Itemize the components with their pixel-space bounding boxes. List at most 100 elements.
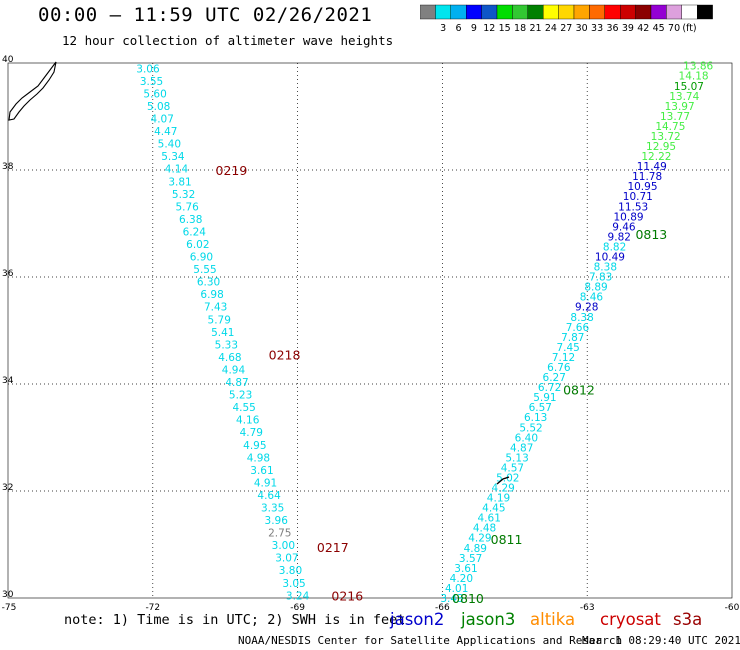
east-swh-label: 5.02 (496, 472, 519, 484)
coastline (8, 61, 57, 121)
legend-label: 33 (591, 23, 603, 34)
west-swh-label: 3.05 (282, 578, 305, 590)
east-swh-label: 9.82 (608, 231, 631, 243)
legend-label: 42 (637, 23, 649, 34)
y-tick-label: 38 (2, 162, 14, 172)
chart-subtitle: 12 hour collection of altimeter wave hei… (62, 33, 394, 48)
west-swh-label: 3.06 (136, 63, 160, 75)
east-swh-label: 6.27 (543, 372, 566, 384)
west-swh-label: 3.81 (168, 176, 191, 188)
mission-label-s3a: s3a (673, 610, 703, 629)
y-tick-label: 36 (2, 269, 14, 279)
legend-label: 24 (545, 23, 557, 34)
mission-label-jason3: jason3 (461, 610, 516, 629)
legend-label: 12 (483, 23, 495, 34)
chart-title: 00:00 – 11:59 UTC 02/26/2021 (38, 4, 373, 26)
east-swh-label: 4.48 (473, 523, 496, 535)
x-tick-label: -66 (435, 603, 450, 613)
legend-label: 9 (471, 23, 477, 34)
color-legend: 3 6 9 12 15 18 21 24 27 30 33 36 39 42 45 70 (ft) (420, 4, 713, 34)
west-time-label: 0219 (216, 163, 248, 178)
west-swh-label: 5.23 (229, 390, 252, 402)
east-swh-label: 13.72 (651, 131, 681, 143)
y-tick-label: 30 (2, 590, 14, 600)
east-time-label: 0810 (452, 591, 484, 606)
west-swh-label: 6.90 (190, 252, 213, 264)
west-swh-label: 5.60 (143, 88, 166, 100)
east-swh-label: 11.49 (637, 161, 667, 173)
west-swh-label: 6.24 (183, 226, 207, 238)
x-tick-label: -72 (145, 603, 160, 613)
legend-swatch (666, 4, 682, 20)
west-swh-label: 6.02 (186, 239, 209, 251)
east-swh-label: 10.89 (614, 211, 644, 223)
west-swh-label: 5.79 (208, 314, 231, 326)
west-swh-label: 3.96 (265, 515, 289, 527)
west-swh-label: 7.43 (204, 302, 227, 314)
west-time-label: 0216 (331, 588, 363, 603)
east-swh-label: 8.82 (603, 241, 626, 253)
west-swh-label: 5.41 (211, 327, 234, 339)
east-swh-label: 6.72 (538, 382, 561, 394)
west-swh-label: 4.94 (222, 364, 246, 376)
east-swh-label: 6.13 (524, 412, 547, 424)
east-swh-label: 7.45 (556, 342, 579, 354)
legend-swatch (450, 4, 467, 20)
legend-swatch (558, 4, 575, 20)
east-swh-label: 4.89 (464, 543, 487, 555)
east-swh-label: 7.66 (566, 322, 590, 334)
east-swh-label: 12.95 (646, 141, 676, 153)
west-swh-label: 3.61 (250, 465, 273, 477)
legend-label: 70 (668, 23, 680, 34)
legend-label: 45 (653, 23, 665, 34)
mission-label-altika: altika (530, 610, 576, 629)
east-swh-label: 8.89 (584, 282, 607, 294)
east-swh-label: 8.38 (594, 262, 617, 274)
west-swh-label: 4.07 (151, 114, 174, 126)
east-swh-label: 10.95 (627, 181, 657, 193)
east-swh-label: 5.91 (533, 392, 556, 404)
east-swh-label: 9.28 (575, 302, 598, 314)
legend-label: 6 (455, 23, 461, 34)
east-swh-label: 4.57 (501, 462, 524, 474)
east-time-label: 0812 (563, 382, 595, 397)
east-swh-label: 3.57 (459, 553, 482, 565)
east-swh-label: 9.46 (612, 221, 636, 233)
east-swh-label: 7.12 (552, 352, 575, 364)
legend-label: (ft) (682, 23, 696, 34)
west-swh-label: 4.95 (243, 440, 266, 452)
x-tick-label: -69 (290, 603, 305, 613)
legend-label: 30 (576, 23, 588, 34)
west-swh-label: 4.98 (247, 452, 270, 464)
east-swh-label: 6.40 (515, 432, 538, 444)
east-swh-label: 13.86 (683, 61, 713, 73)
legend-label: 18 (514, 23, 526, 34)
legend-swatch (481, 4, 498, 20)
y-tick-label: 32 (2, 483, 13, 493)
east-swh-label: 13.97 (665, 101, 695, 113)
west-swh-label: 5.76 (175, 201, 199, 213)
x-tick-label: -63 (580, 603, 595, 613)
west-swh-label: 5.32 (172, 189, 195, 201)
east-time-label: 0813 (635, 227, 667, 242)
east-swh-label: 4.20 (450, 573, 473, 585)
east-swh-label: 4.45 (482, 503, 505, 515)
west-swh-label: 4.14 (165, 164, 189, 176)
y-tick-label: 34 (2, 376, 14, 386)
east-swh-label: 4.29 (491, 483, 514, 495)
west-swh-label: 3.00 (272, 540, 295, 552)
legend-swatch (697, 4, 713, 20)
east-swh-label: 4.87 (510, 442, 533, 454)
legend-swatch (650, 4, 667, 20)
west-swh-label: 5.08 (147, 101, 170, 113)
east-swh-label: 14.18 (679, 71, 709, 83)
legend-label: 39 (622, 23, 634, 34)
footer-timestamp: Mar 1 08:29:40 UTC 2021 (582, 634, 740, 647)
legend-label: 21 (529, 23, 541, 34)
west-swh-label: 4.79 (240, 427, 263, 439)
legend-swatch (496, 4, 513, 20)
footer-note: note: 1) Time is in UTC; 2) SWH is in fe… (64, 612, 406, 628)
east-swh-label: 10.71 (623, 191, 653, 203)
east-swh-label: 15.07 (674, 81, 704, 93)
